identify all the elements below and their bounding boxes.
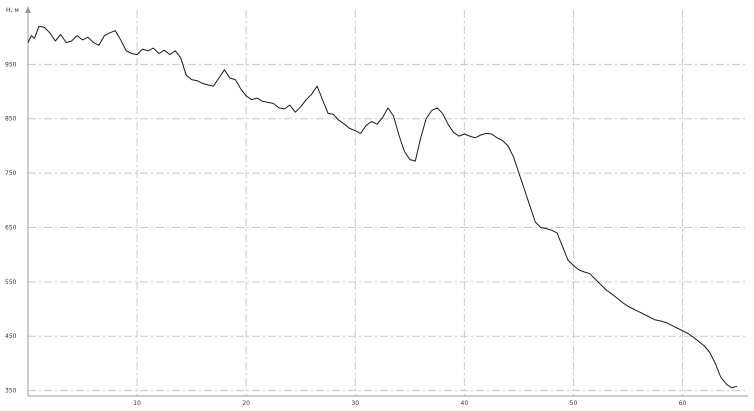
tick-labels: 10 20 30 40 50 60 350 450 550 650 750 850 950 xyxy=(5,61,687,407)
x-tick-label: 20 xyxy=(242,400,250,407)
x-tick-label: 60 xyxy=(679,400,687,407)
y-tick-label: 650 xyxy=(5,224,17,231)
y-axis-arrow-icon xyxy=(25,6,31,13)
y-tick-label: 750 xyxy=(5,170,17,177)
y-axis-label: H, м xyxy=(6,7,19,14)
grid xyxy=(28,10,748,396)
y-tick-label: 450 xyxy=(5,333,17,340)
x-tick-label: 40 xyxy=(461,400,469,407)
y-tick-label: 950 xyxy=(5,61,17,68)
y-tick-label: 550 xyxy=(5,279,17,286)
x-tick-label: 30 xyxy=(351,400,359,407)
y-tick-label: 850 xyxy=(5,116,17,123)
series-group xyxy=(27,25,738,389)
x-tick-label: 50 xyxy=(570,400,578,407)
y-tick-label: 350 xyxy=(5,388,17,395)
elevation-series-line xyxy=(27,25,738,389)
x-tick-label: 10 xyxy=(133,400,141,407)
axes xyxy=(25,6,748,397)
